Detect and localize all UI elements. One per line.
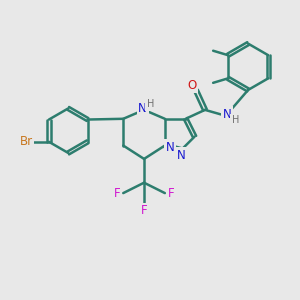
Text: F: F [114,187,121,200]
Text: O: O [187,79,196,92]
Text: N: N [138,102,147,115]
Text: Br: Br [20,135,33,148]
Text: H: H [232,115,239,125]
Text: F: F [167,187,174,200]
Text: F: F [141,204,147,218]
Text: N: N [223,108,232,121]
Text: N: N [166,140,174,154]
Text: N: N [177,149,186,162]
Text: H: H [147,99,154,109]
